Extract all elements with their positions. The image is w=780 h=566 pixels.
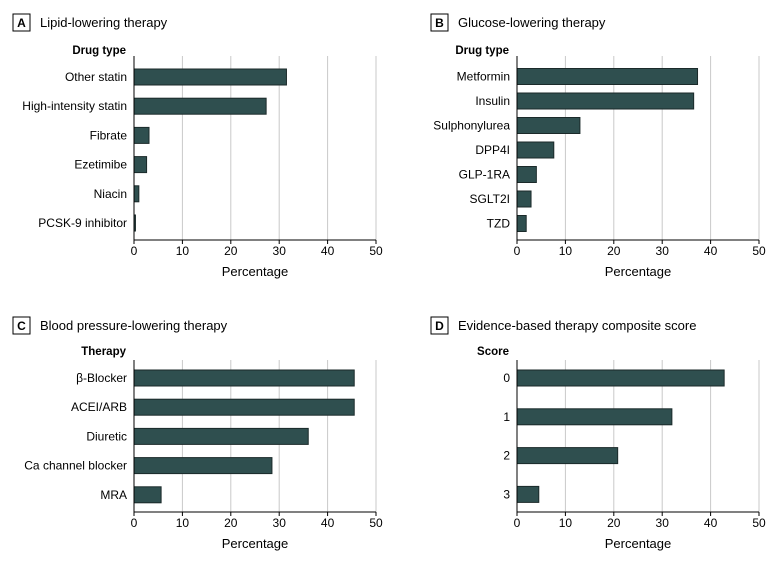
panel-label-box	[430, 316, 449, 335]
bar	[516, 166, 537, 183]
x-tick-label: 0	[131, 516, 138, 530]
x-tick-label: 10	[176, 244, 190, 258]
bar	[516, 215, 527, 232]
panel-letter: D	[435, 319, 444, 333]
panel-letter: B	[435, 16, 444, 30]
bar	[516, 190, 532, 208]
x-tick-label: 30	[273, 244, 287, 258]
bar	[133, 68, 287, 86]
category-label: Ca channel blocker	[24, 459, 127, 473]
panel-letter: C	[17, 319, 26, 333]
x-tick-label: 30	[656, 516, 670, 530]
bar	[133, 156, 148, 174]
bar	[133, 457, 273, 475]
x-tick-label: 30	[273, 516, 287, 530]
category-label: Insulin	[475, 94, 510, 108]
x-tick-label: 10	[559, 516, 573, 530]
category-label: 1	[503, 410, 510, 424]
category-header: Drug type	[455, 45, 509, 57]
x-axis-title: Percentage	[222, 264, 289, 279]
x-tick-label: 50	[369, 244, 383, 258]
panel-label-box	[430, 13, 449, 32]
x-tick-label: 40	[704, 244, 718, 258]
category-label: ACEI/ARB	[71, 400, 127, 414]
x-tick-label: 0	[514, 244, 521, 258]
bar	[516, 117, 581, 134]
x-tick-label: 40	[321, 244, 335, 258]
x-tick-label: 30	[656, 244, 670, 258]
category-label: 0	[503, 371, 510, 385]
category-label: Sulphonylurea	[433, 119, 510, 133]
category-header: Drug type	[72, 45, 126, 57]
category-label: DPP4I	[475, 143, 510, 157]
x-tick-label: 50	[752, 516, 766, 530]
panel-title: Evidence-based therapy composite score	[458, 318, 696, 333]
panel-letter: A	[17, 16, 26, 30]
category-label: β-Blocker	[76, 371, 127, 385]
x-tick-label: 20	[607, 516, 621, 530]
x-axis-title: Percentage	[222, 536, 289, 551]
bar	[516, 485, 540, 503]
category-label: 3	[503, 487, 510, 501]
x-axis-title: Percentage	[605, 264, 672, 279]
category-label: Ezetimibe	[74, 158, 127, 172]
x-tick-label: 0	[514, 516, 521, 530]
category-label: SGLT2I	[470, 192, 510, 206]
category-label: PCSK-9 inhibitor	[38, 216, 127, 230]
bar	[133, 398, 355, 416]
panel-label-box	[12, 13, 31, 32]
bar	[133, 427, 309, 445]
bar	[516, 408, 673, 426]
category-label: TZD	[487, 217, 511, 231]
panel-title: Lipid-lowering therapy	[40, 15, 168, 30]
x-tick-label: 50	[369, 516, 383, 530]
category-label: Diuretic	[86, 429, 127, 443]
bar	[516, 369, 725, 387]
x-tick-label: 20	[607, 244, 621, 258]
panel-label-box	[12, 316, 31, 335]
category-label: Other statin	[65, 70, 127, 84]
x-tick-label: 50	[752, 244, 766, 258]
bar	[133, 369, 355, 387]
bar	[516, 447, 619, 465]
category-label: 2	[503, 449, 510, 463]
category-label: Metformin	[457, 70, 510, 84]
bar	[516, 68, 699, 85]
x-tick-label: 10	[176, 516, 190, 530]
bar	[133, 486, 162, 504]
x-tick-label: 10	[559, 244, 573, 258]
bar	[516, 141, 555, 159]
bar	[133, 126, 150, 144]
category-label: Fibrate	[90, 128, 128, 142]
category-header: Score	[477, 346, 509, 358]
x-axis-title: Percentage	[605, 536, 672, 551]
category-header: Therapy	[81, 346, 126, 358]
x-tick-label: 40	[321, 516, 335, 530]
x-tick-label: 0	[131, 244, 138, 258]
bar	[133, 185, 140, 203]
category-label: MRA	[100, 488, 127, 502]
category-label: GLP-1RA	[459, 168, 510, 182]
panel-title: Blood pressure-lowering therapy	[40, 318, 228, 333]
category-label: High-intensity statin	[22, 99, 127, 113]
x-tick-label: 20	[224, 516, 238, 530]
category-label: Niacin	[94, 187, 127, 201]
x-tick-label: 40	[704, 516, 718, 530]
bar	[516, 92, 695, 110]
panel-title: Glucose-lowering therapy	[458, 15, 606, 30]
bar	[133, 97, 267, 115]
x-tick-label: 20	[224, 244, 238, 258]
